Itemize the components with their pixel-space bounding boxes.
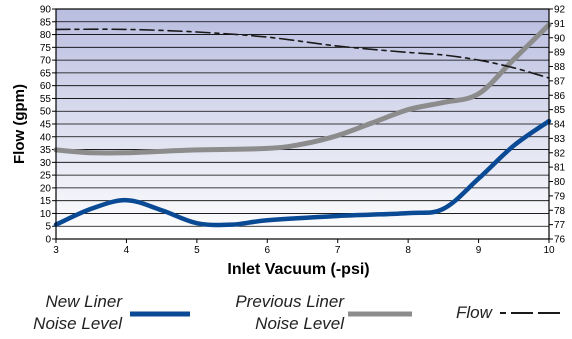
y-right-tick-label-79: 79 (554, 191, 566, 202)
y-right-tick-label-80: 80 (554, 177, 566, 188)
legend-previous-liner-line2: Noise Level (255, 314, 344, 333)
x-tick-label-8: 8 (405, 245, 411, 256)
legend-previous-liner-line1: Previous Liner (235, 292, 344, 311)
y-right-tick-label-78: 78 (554, 206, 566, 217)
y-left-tick-label-30: 30 (40, 158, 52, 169)
y-right-tick-label-84: 84 (554, 120, 566, 131)
y-left-tick-label-20: 20 (40, 183, 52, 194)
y-left-tick-label-15: 15 (40, 196, 52, 207)
series-previous-liner-line (53, 22, 552, 156)
y-right-tick-label-76: 76 (554, 235, 566, 246)
y-left-tick-label-40: 40 (40, 132, 52, 143)
legend-new-liner-line1: New Liner (45, 292, 122, 311)
series-new-liner-line (53, 118, 552, 228)
y-left-tick-label-90: 90 (40, 5, 52, 16)
y-left-tick-label-45: 45 (40, 120, 52, 131)
y-right-tick-label-77: 77 (554, 220, 566, 231)
y-right-tick-label-91: 91 (554, 19, 566, 30)
legend-new-liner-line2: Noise Level (33, 314, 122, 333)
y-left-tick-label-50: 50 (40, 107, 52, 118)
y-left-tick-label-80: 80 (40, 30, 52, 41)
y-left-tick-label-70: 70 (40, 56, 52, 67)
y-right-tick-label-82: 82 (554, 148, 566, 159)
legend-new-liner-label: New Liner Noise Level (26, 291, 122, 335)
x-tick-label-7: 7 (335, 245, 341, 256)
x-tick-label-3: 3 (53, 245, 59, 256)
x-tick-label-9: 9 (476, 245, 482, 256)
y-left-tick-label-10: 10 (40, 209, 52, 220)
y-right-tick-label-90: 90 (554, 33, 566, 44)
plot-frame (55, 8, 550, 240)
y-left-tick-label-5: 5 (45, 222, 51, 233)
y-right-tick-label-89: 89 (554, 48, 566, 59)
y-left-tick-label-0: 0 (45, 235, 51, 246)
y-axis-title: Flow (gpm) (11, 84, 28, 164)
x-axis-title: Inlet Vacuum (-psi) (227, 261, 369, 278)
x-tick-label-6: 6 (265, 245, 271, 256)
y-left-tick-label-75: 75 (40, 43, 52, 54)
y-right-tick-label-85: 85 (554, 105, 566, 116)
y-left-tick-label-65: 65 (40, 68, 52, 79)
x-tick-label-5: 5 (194, 245, 200, 256)
legend-previous-liner-label: Previous Liner Noise Level (222, 291, 344, 335)
y-left-tick-label-35: 35 (40, 145, 52, 156)
y-right-tick-label-88: 88 (554, 62, 566, 73)
y-left-tick-label-60: 60 (40, 81, 52, 92)
y-left-tick-label-85: 85 (40, 17, 52, 28)
y-right-tick-label-81: 81 (554, 163, 566, 174)
x-tick-label-4: 4 (124, 245, 130, 256)
y-left-tick-label-55: 55 (40, 94, 52, 105)
series-flow-line (55, 28, 550, 79)
y-left-tick-label-25: 25 (40, 171, 52, 182)
y-right-tick-label-83: 83 (554, 134, 566, 145)
y-right-tick-label-87: 87 (554, 76, 566, 87)
y-right-tick-label-86: 86 (554, 91, 566, 102)
y-right-tick-label-92: 92 (554, 5, 566, 16)
legend-flow-label: Flow (456, 303, 492, 322)
x-tick-label-10: 10 (543, 245, 555, 256)
